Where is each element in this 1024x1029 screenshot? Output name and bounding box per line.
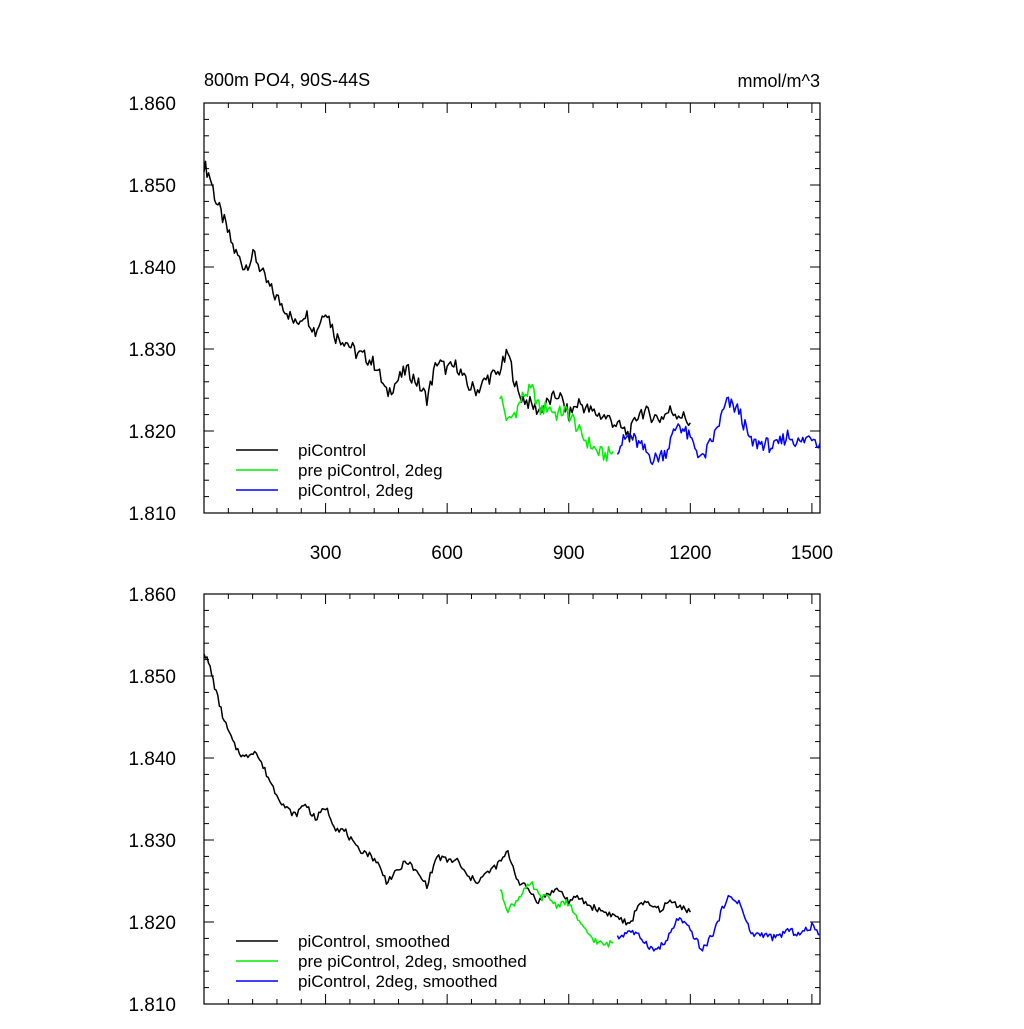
y-tick-label: 1.840 <box>128 258 176 279</box>
y-tick-label: 1.850 <box>128 176 176 197</box>
series-line-1 <box>203 653 691 926</box>
chart-units-label: mmol/m^3 <box>738 71 820 91</box>
x-tick-label: 1200 <box>669 543 711 564</box>
x-tick-label: 600 <box>431 543 463 564</box>
y-tick-label: 1.810 <box>128 504 176 525</box>
chart-title-left: 800m PO4, 90S-44S <box>204 70 370 90</box>
plot-frame <box>203 102 821 514</box>
series-line-3 <box>616 396 821 466</box>
legend-label: pre piControl, 2deg <box>298 461 443 480</box>
series-line-1 <box>203 160 691 443</box>
plot-frame <box>203 593 821 1005</box>
y-tick-label: 1.850 <box>128 667 176 688</box>
legend-label: pre piControl, 2deg, smoothed <box>298 952 527 971</box>
top-panel: 300 600 900 1200 1500 1.810 1.820 1.830 1.840 1.8… <box>128 94 833 564</box>
y-tick-label: 1.810 <box>128 995 176 1016</box>
y-tick-label: 1.860 <box>128 585 176 606</box>
legend-label: piControl, 2deg, smoothed <box>298 972 497 991</box>
x-tick-label: 900 <box>553 543 585 564</box>
series-line-2 <box>499 383 614 462</box>
bottom-panel: 1.810 1.820 1.830 1.840 1.850 1.860 piControl,… <box>128 585 821 1016</box>
series-line-3 <box>616 894 821 952</box>
y-tick-label: 1.860 <box>128 94 176 115</box>
y-tick-label: 1.820 <box>128 913 176 934</box>
y-tick-label: 1.840 <box>128 749 176 770</box>
x-tick-label: 1500 <box>791 543 833 564</box>
y-tick-label: 1.830 <box>128 340 176 361</box>
y-tick-label: 1.830 <box>128 831 176 852</box>
x-tick-label: 300 <box>310 543 342 564</box>
legend-label: piControl, smoothed <box>298 932 450 951</box>
legend-label: piControl <box>298 441 366 460</box>
y-tick-label: 1.820 <box>128 422 176 443</box>
series-line-2 <box>499 881 614 948</box>
legend-label: piControl, 2deg <box>298 481 413 500</box>
